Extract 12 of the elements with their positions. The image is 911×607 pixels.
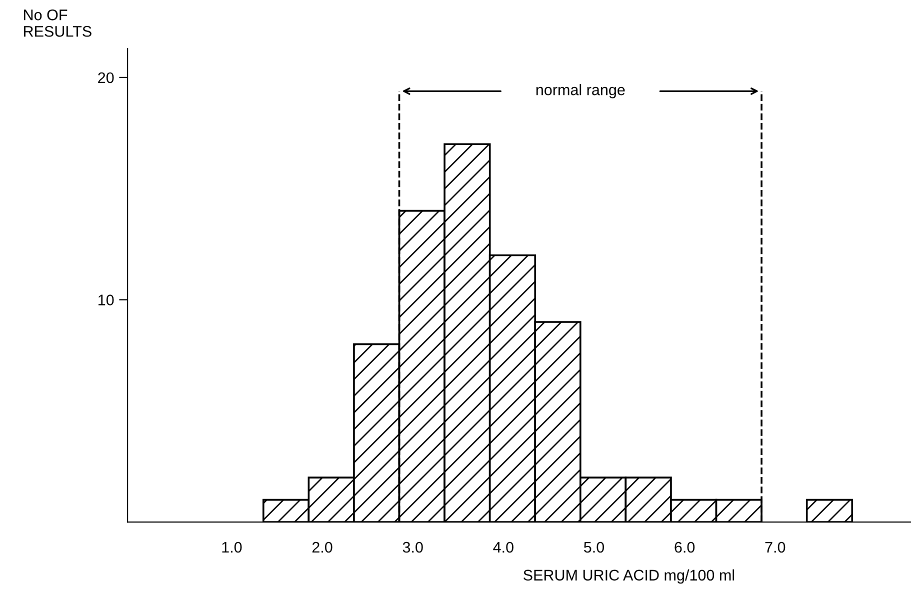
y-tick-label: 10 <box>98 294 114 306</box>
x-tick-label: 4.0 <box>493 542 514 553</box>
x-tick-label: 3.0 <box>402 542 423 553</box>
x-axis-title: SERUM URIC ACID mg/100 ml <box>524 569 734 584</box>
annotation: normal range <box>536 84 625 98</box>
x-tick-label: 7.0 <box>765 542 786 553</box>
y-tick-label: 20 <box>98 72 114 84</box>
y-axis-title: No OF RESULTS <box>24 10 92 37</box>
x-tick-label: 2.0 <box>312 542 332 553</box>
x-tick-label: 6.0 <box>674 542 695 553</box>
x-tick-label: 1.0 <box>222 542 242 553</box>
x-tick-label: 5.0 <box>584 542 604 553</box>
